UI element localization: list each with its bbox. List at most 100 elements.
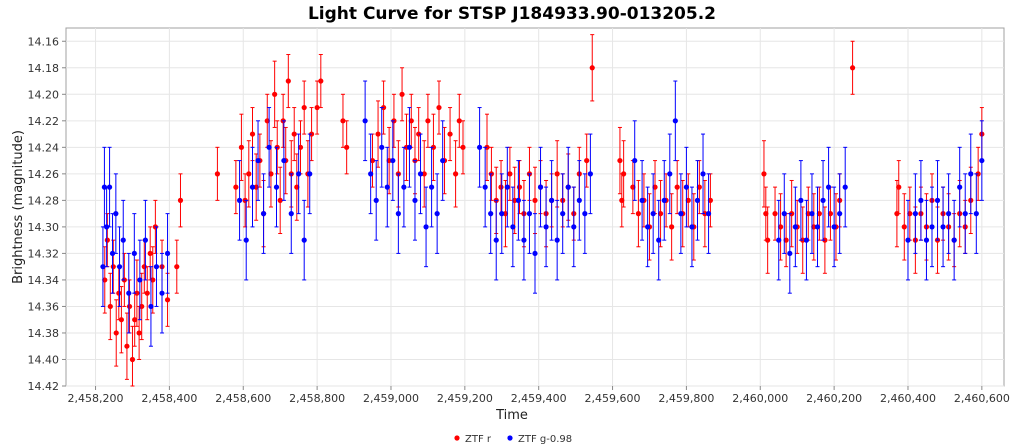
data-point (482, 184, 488, 190)
data-point (109, 250, 116, 257)
x-axis-label: Time (495, 408, 528, 423)
data-point (136, 330, 142, 336)
data-point (554, 237, 560, 243)
data-point (314, 104, 320, 111)
data-point (116, 264, 123, 270)
data-point (667, 171, 673, 177)
legend-label-ztf-g: ZTF g-0.98 (518, 434, 572, 445)
data-point (285, 78, 291, 84)
data-point (674, 184, 680, 190)
data-point (139, 303, 145, 310)
data-point (554, 171, 560, 177)
data-point (571, 224, 577, 230)
data-point (273, 184, 280, 190)
x-tick-label: 2,459,800 (658, 392, 714, 405)
data-point (957, 184, 963, 190)
y-tick-label: 14.28 (28, 194, 60, 207)
data-point (417, 171, 424, 177)
data-point (428, 184, 435, 190)
data-point (587, 171, 593, 177)
data-point (264, 118, 270, 124)
data-point (386, 157, 392, 164)
data-point (134, 290, 140, 296)
data-point (423, 224, 429, 230)
data-point (395, 211, 401, 217)
data-point (696, 184, 702, 190)
data-point (253, 184, 259, 190)
data-point (781, 211, 787, 217)
data-point (639, 197, 645, 203)
data-point (100, 264, 106, 270)
data-point (296, 171, 302, 177)
legend: ZTF r ZTF g-0.98 (454, 434, 572, 445)
data-point (783, 237, 789, 243)
y-tick-label: 14.32 (28, 247, 60, 260)
data-point (104, 224, 110, 230)
data-point (425, 118, 431, 124)
x-tick-label: 2,460,200 (806, 392, 862, 405)
data-point (236, 197, 243, 203)
data-point (532, 197, 538, 203)
data-point (434, 211, 440, 217)
y-tick-label: 14.24 (28, 141, 60, 154)
x-tick-label: 2,460,000 (732, 392, 788, 405)
data-point (923, 237, 930, 243)
data-point (488, 211, 494, 217)
data-point (272, 91, 278, 97)
data-point (683, 184, 690, 190)
data-point (164, 250, 171, 257)
x-tick-label: 2,459,000 (363, 392, 419, 405)
data-point (543, 224, 549, 230)
data-point (630, 184, 636, 190)
y-tick-label: 14.30 (28, 221, 60, 234)
data-point (951, 237, 957, 243)
data-point (379, 144, 385, 150)
data-point (113, 330, 119, 336)
data-point (792, 224, 798, 230)
data-point (375, 131, 381, 137)
data-point (814, 224, 821, 230)
data-point (340, 118, 346, 124)
data-point (294, 184, 300, 190)
data-point (159, 290, 165, 296)
x-tick-label: 2,458,600 (215, 392, 271, 405)
data-point (142, 237, 148, 243)
y-axis-ticks: 14.16 14.18 14.20 14.22 14.24 14.26 14.28 14.30… (28, 35, 66, 393)
data-point (118, 317, 124, 323)
data-point (266, 144, 272, 150)
data-point (502, 211, 509, 217)
data-point (584, 157, 590, 164)
data-point (131, 250, 137, 257)
data-point (635, 211, 642, 217)
data-point (249, 131, 256, 137)
data-point (144, 290, 150, 296)
data-point (249, 184, 256, 190)
data-point (979, 157, 985, 164)
data-point (934, 197, 941, 203)
data-point (406, 144, 413, 150)
data-point (153, 264, 160, 270)
data-point (661, 197, 667, 203)
x-axis-ticks: 2,458,200 2,458,400 2,458,600 2,458,800 2,45… (68, 386, 1010, 405)
data-point (101, 184, 108, 190)
data-point (453, 171, 459, 177)
data-series (100, 34, 985, 387)
data-point (126, 303, 133, 310)
data-point (901, 224, 907, 230)
data-point (318, 78, 324, 84)
data-point (820, 197, 826, 203)
x-tick-label: 2,459,400 (511, 392, 567, 405)
data-point (798, 197, 804, 203)
data-point (669, 224, 675, 230)
data-point (504, 184, 510, 190)
legend-label-ztf-r: ZTF r (465, 434, 492, 445)
data-point (621, 171, 627, 177)
y-axis-label: Brightness (magnitude) (11, 130, 26, 284)
data-point (507, 171, 513, 177)
data-point (214, 171, 221, 177)
y-tick-label: 14.16 (28, 35, 60, 48)
data-point (526, 211, 533, 217)
data-point (126, 290, 132, 296)
data-point (132, 317, 138, 323)
data-point (107, 303, 113, 310)
